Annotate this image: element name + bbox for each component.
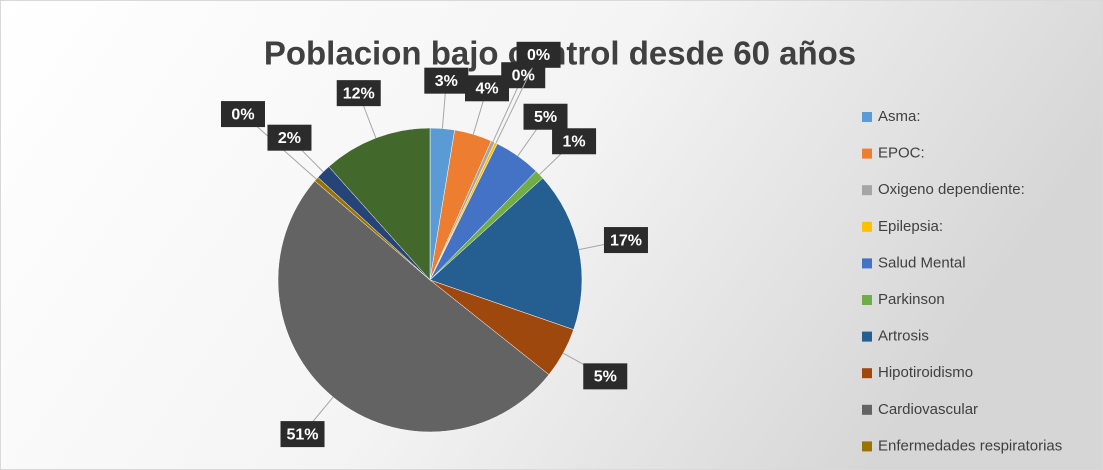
- legend-label: EPOC:: [878, 145, 925, 162]
- legend-swatch: [862, 404, 872, 415]
- legend-label: Artrosis: [878, 328, 929, 345]
- legend-swatch: [862, 112, 872, 122]
- data-label: 0%: [527, 47, 550, 64]
- data-label: 4%: [475, 81, 498, 98]
- label-box: [516, 41, 561, 68]
- label-box: [523, 103, 568, 130]
- label-box: [552, 128, 597, 155]
- legend-swatch: [862, 185, 872, 196]
- legend-label: Oxigeno dependiente:: [878, 181, 1025, 198]
- legend-label: Salud Mental: [878, 254, 966, 271]
- label-box: [280, 421, 325, 448]
- data-label: 2%: [278, 130, 301, 147]
- label-box: [583, 363, 628, 390]
- data-label: 5%: [534, 109, 557, 126]
- legend-swatch: [862, 148, 872, 159]
- legend-label: Parkinson: [878, 291, 945, 308]
- legend-label: Enfermedades respiratorias: [878, 437, 1062, 454]
- label-box: [267, 124, 312, 151]
- legend-swatch: [862, 441, 872, 452]
- label-box: [424, 67, 469, 94]
- legend-label: Epilepsia:: [878, 218, 943, 235]
- label-box: [220, 101, 265, 128]
- legend-label: Hipotiroidismo: [878, 364, 973, 381]
- data-label: 51%: [286, 426, 318, 443]
- data-label: 0%: [512, 67, 535, 84]
- legend-label: Cardiovascular: [878, 401, 978, 418]
- data-label: 12%: [343, 85, 375, 102]
- legend-swatch: [862, 221, 872, 232]
- data-label: 5%: [594, 369, 617, 386]
- legend-swatch: [862, 258, 872, 269]
- data-label: 17%: [610, 232, 642, 249]
- label-box: [336, 80, 381, 107]
- data-label: 0%: [231, 106, 254, 123]
- legend-swatch: [862, 295, 872, 305]
- legend-swatch: [862, 368, 872, 379]
- pie-slice: [277, 180, 550, 433]
- pie-slice: [328, 127, 431, 281]
- data-label: 1%: [562, 133, 585, 150]
- legend-label: Asma:: [878, 108, 921, 125]
- data-label: 3%: [435, 73, 458, 90]
- label-box: [603, 227, 648, 254]
- legend-swatch: [862, 331, 872, 342]
